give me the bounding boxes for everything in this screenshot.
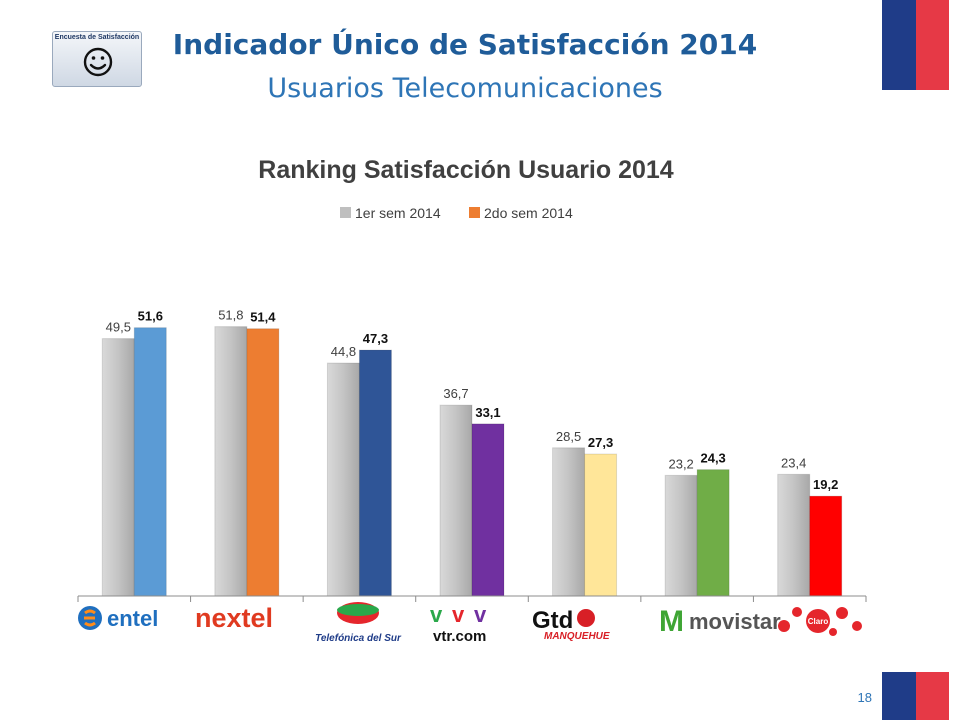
bar-sem1-2 — [326, 362, 360, 597]
telefonica-icon-base — [337, 604, 379, 616]
logo-gtd: Gtd MANQUEHUE — [532, 607, 610, 642]
movistar-icon: M — [659, 605, 684, 638]
logo-nextel: nextel — [195, 603, 273, 633]
logo-gtd-sub: MANQUEHUE — [544, 631, 610, 642]
bar-sem1-3 — [439, 404, 473, 597]
claro-dot-1 — [778, 620, 790, 632]
logo-gtd-text: Gtd — [532, 607, 573, 634]
bar-sem1-4 — [552, 447, 586, 597]
claro-dot-2 — [792, 607, 802, 617]
flag-decoration-bottom — [882, 672, 949, 720]
data-label-sem2-3: 33,1 — [475, 405, 500, 420]
legend-label-2: 2do sem 2014 — [484, 205, 573, 221]
entel-icon-mark — [84, 609, 96, 627]
legend-swatch-1 — [340, 207, 351, 218]
claro-dot-4 — [852, 621, 862, 631]
chart-bars: 49,5 51,6 51,8 51,4 44,8 47,3 36,7 33,1 28,5 27,3… — [101, 308, 843, 597]
data-label-sem1-2: 44,8 — [331, 344, 356, 359]
data-label-sem2-6: 19,2 — [813, 477, 838, 492]
logo-movistar-text: movistar — [689, 609, 781, 634]
bar-sem2-2 — [358, 349, 392, 597]
vtr-icon-3: v — [474, 602, 487, 627]
gtd-icon — [577, 609, 595, 627]
legend-swatch-2 — [469, 207, 480, 218]
logo-telefonica: Telefónica del Sur — [315, 602, 402, 644]
bar-sem2-4 — [584, 453, 618, 597]
data-label-sem2-2: 47,3 — [363, 331, 388, 346]
badge-label: Encuesta de Satisfacción — [54, 34, 140, 41]
claro-icon — [806, 609, 830, 633]
logo-vtr-text: vtr.com — [433, 628, 486, 645]
flag-decoration-top — [882, 0, 949, 90]
bar-sem2-3 — [471, 423, 505, 597]
data-label-sem1-1: 51,8 — [218, 308, 243, 323]
data-label-sem2-4: 27,3 — [588, 435, 613, 450]
data-label-sem2-0: 51,6 — [138, 309, 163, 324]
bar-sem1-0 — [101, 338, 135, 597]
survey-badge: Encuesta de Satisfacción — [52, 31, 142, 87]
claro-dot-3 — [836, 607, 848, 619]
chart-legend: 1er sem 2014 2do sem 2014 — [340, 205, 573, 221]
bar-sem2-1 — [246, 328, 280, 597]
data-label-sem1-0: 49,5 — [106, 320, 131, 335]
vtr-icon: v — [430, 602, 443, 627]
bar-sem2-6 — [809, 495, 843, 597]
logo-vtr: v v v vtr.com — [430, 602, 487, 645]
page-title: Indicador Único de Satisfacción 2014 — [172, 28, 758, 61]
smiley-icon — [83, 47, 113, 77]
data-label-sem1-3: 36,7 — [443, 386, 468, 401]
data-label-sem2-1: 51,4 — [250, 310, 276, 325]
page-number: 18 — [857, 690, 872, 705]
chart-title: Ranking Satisfacción Usuario 2014 — [258, 156, 674, 184]
bar-sem2-0 — [133, 327, 167, 597]
data-label-sem1-5: 23,2 — [668, 456, 693, 471]
x-axis-ticks — [77, 596, 867, 602]
vtr-icon-2: v — [452, 602, 465, 627]
logo-claro: Claro — [778, 607, 862, 636]
data-label-sem1-4: 28,5 — [556, 429, 581, 444]
bar-sem1-5 — [664, 474, 698, 597]
bar-sem1-6 — [777, 473, 811, 597]
logo-claro-text: Claro — [808, 617, 829, 626]
logo-movistar: M movistar — [659, 605, 781, 638]
bar-sem1-1 — [214, 326, 248, 597]
logo-telefonica-text: Telefónica del Sur — [315, 633, 402, 644]
legend-label-1: 1er sem 2014 — [355, 205, 441, 221]
claro-dot-5 — [829, 628, 837, 636]
data-label-sem1-6: 23,4 — [781, 455, 806, 470]
page-subtitle: Usuarios Telecomunicaciones — [267, 73, 663, 104]
logo-entel: entel — [78, 606, 158, 631]
data-label-sem2-5: 24,3 — [700, 451, 725, 466]
logo-entel-text: entel — [107, 606, 158, 631]
bar-sem2-5 — [696, 469, 730, 597]
